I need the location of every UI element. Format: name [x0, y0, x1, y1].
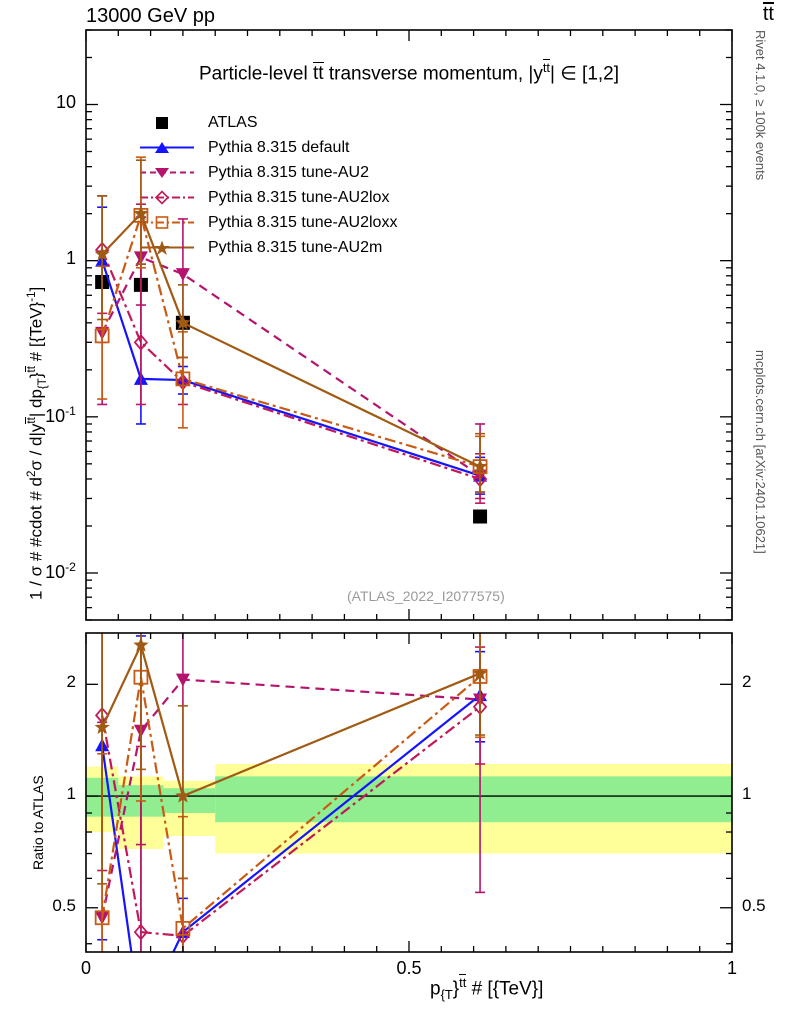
- legend: ATLAS Pythia 8.315 default Pythia 8.315 …: [138, 110, 397, 260]
- data-point-main: [133, 333, 149, 351]
- y-tick-label-ratio-left: 0.5: [52, 895, 76, 915]
- x-tick-label: 0.5: [396, 958, 422, 978]
- data-point-ratio: [133, 637, 149, 652]
- legend-key-tune-au2: [138, 160, 196, 185]
- legend-label: Pythia 8.315 tune-AU2lox: [208, 188, 390, 206]
- y-tick-label-main: 10-2: [45, 559, 76, 582]
- data-point-ratio: [175, 788, 191, 803]
- y-tick-label-main: 10-1: [45, 403, 76, 426]
- analysis-id-watermark: (ATLAS_2022_I2077575): [347, 588, 505, 604]
- series-line-ratio: [101, 642, 481, 798]
- y-tick-label-ratio-right: 2: [742, 672, 752, 692]
- x-axis-label: p{T} tt # [{TeV}]: [430, 973, 544, 1003]
- legend-label: ATLAS: [208, 113, 258, 131]
- legend-key-pythia-default: [138, 135, 196, 160]
- legend-label: Pythia 8.315 tune-AU2: [208, 163, 369, 181]
- data-point-main: [94, 246, 110, 261]
- x-tick-label: 1: [726, 958, 738, 978]
- legend-key-tune-au2loxx: [138, 210, 196, 235]
- series-line-main: [101, 249, 481, 481]
- main-series-group: [94, 156, 488, 524]
- process-label: tt: [762, 2, 774, 25]
- y-tick-label-ratio-left: 1: [66, 784, 76, 804]
- legend-item: Pythia 8.315 tune-AU2loxx: [138, 210, 397, 235]
- ratio-band-inner: [215, 776, 732, 823]
- data-point-main: [94, 328, 110, 344]
- data-point-ratio: [175, 673, 190, 687]
- data-point-ratio: [175, 920, 191, 936]
- y-tick-label-main: 1: [65, 247, 76, 268]
- y-tick-label-ratio-left: 2: [66, 672, 76, 692]
- legend-item: Pythia 8.315 tune-AU2: [138, 160, 397, 185]
- collision-energy-label: 13000 GeV pp: [86, 5, 215, 27]
- legend-label: Pythia 8.315 tune-AU2loxx: [208, 213, 398, 231]
- legend-item: ATLAS: [138, 110, 397, 135]
- series-line-ratio: [101, 705, 481, 938]
- data-point-main: [175, 314, 191, 330]
- y-tick-label-ratio-right: 1: [742, 784, 752, 804]
- data-point-ratio: [133, 923, 149, 941]
- legend-label: Pythia 8.315 default: [208, 138, 350, 156]
- y-tick-label-main: 10: [55, 91, 76, 112]
- y-tick-label-ratio-right: 0.5: [742, 895, 766, 915]
- data-point-main: [175, 268, 190, 282]
- data-point-ratio: [134, 1012, 148, 1024]
- ratio-band-inner: [163, 788, 216, 814]
- legend-key-atlas: [138, 110, 196, 135]
- data-point-ratio: [472, 665, 488, 680]
- legend-label: Pythia 8.315 tune-AU2m: [208, 238, 383, 256]
- x-tick-label: 0: [80, 958, 92, 978]
- legend-key-tune-au2lox: [138, 185, 196, 210]
- series-line-main: [101, 260, 481, 477]
- data-point-main: [472, 458, 488, 474]
- data-point-main: [175, 371, 191, 387]
- data-point-main: [473, 509, 488, 524]
- legend-item: Pythia 8.315 tune-AU2lox: [138, 185, 397, 210]
- series-line-main: [101, 211, 481, 468]
- data-point-ratio: [94, 719, 110, 734]
- series-line-main: [101, 211, 481, 468]
- page-title: Particle-level tt transverse momentum, |…: [198, 58, 620, 85]
- series-line-ratio: [101, 694, 481, 952]
- ratio-series-group: [86, 633, 732, 1024]
- data-point-ratio: [94, 910, 110, 926]
- legend-item: Pythia 8.315 default: [138, 135, 397, 160]
- series-line-main: [101, 255, 481, 477]
- data-point-main: [133, 205, 149, 221]
